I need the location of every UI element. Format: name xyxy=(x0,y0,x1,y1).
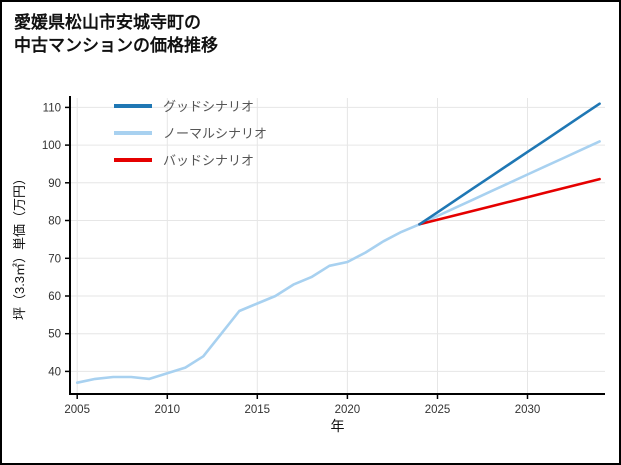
legend-swatch-good-scenario xyxy=(114,103,152,108)
chart-title-line1: 愛媛県松山市安城寺町の xyxy=(14,13,201,32)
legend-item-normal-scenario: ノーマルシナリオ xyxy=(114,119,267,146)
legend-label-bad-scenario: バッドシナリオ xyxy=(163,153,255,168)
series-line-normal-scenario xyxy=(75,140,601,385)
y-tick-label: 80 xyxy=(48,216,61,228)
x-tick-label: 2030 xyxy=(515,404,541,416)
y-tick-label: 70 xyxy=(48,253,61,265)
y-tick-label: 90 xyxy=(48,178,61,190)
legend-swatch-bad-scenario xyxy=(114,157,152,162)
series-line-good-scenario xyxy=(418,102,601,226)
x-tick-label: 2005 xyxy=(64,404,90,416)
x-tick-label: 2015 xyxy=(245,404,271,416)
y-tick-label: 50 xyxy=(48,329,61,341)
legend-item-good-scenario: グッドシナリオ xyxy=(114,92,267,119)
chart-area: 2005 2010 2015 2020 2025 2030 40 50 60 70 80 90 100 1… xyxy=(2,88,621,461)
x-tick-label: 2025 xyxy=(425,404,451,416)
series-line-bad-scenario xyxy=(418,177,601,226)
chart-title: 愛媛県松山市安城寺町の 中古マンションの価格推移 xyxy=(2,2,619,88)
x-tick-label: 2010 xyxy=(155,404,181,416)
y-tick-label: 60 xyxy=(48,291,61,303)
y-tick-label: 100 xyxy=(42,140,61,152)
legend-swatch-normal-scenario xyxy=(114,130,152,135)
y-tick-label: 40 xyxy=(48,366,61,378)
legend-item-bad-scenario: バッドシナリオ xyxy=(114,146,267,173)
x-tick-label: 2020 xyxy=(335,404,361,416)
chart-svg: 2005 2010 2015 2020 2025 2030 40 50 60 70 80 90 100 1… xyxy=(12,96,605,434)
y-tick-label: 110 xyxy=(43,102,61,114)
y-axis-label: 坪（3.3㎡）単価（万円） xyxy=(12,172,27,320)
x-axis-label: 年 xyxy=(331,418,345,434)
chart-title-line2: 中古マンションの価格推移 xyxy=(14,35,218,55)
legend-label-normal-scenario: ノーマルシナリオ xyxy=(163,126,268,141)
legend-label-good-scenario: グッドシナリオ xyxy=(163,99,255,114)
chart-legend: グッドシナリオ ノーマルシナリオ バッドシナリオ xyxy=(114,92,267,173)
